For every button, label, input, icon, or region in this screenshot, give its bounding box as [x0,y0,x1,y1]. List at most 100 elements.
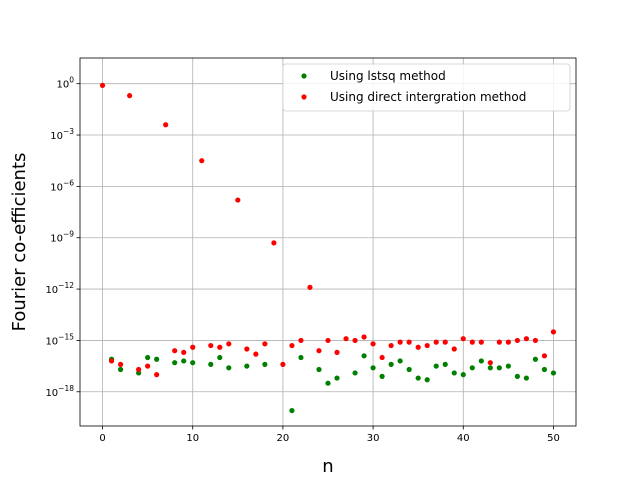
series-direct-integration [99,82,557,378]
data-point [469,365,475,371]
data-point [433,339,439,345]
y-tick-label: 100 [56,76,74,91]
legend: Using lstsq method Using direct intergrat… [282,63,571,112]
axis-ticks: 0 10 20 30 40 5010010−310−610−910−1210−1510−1… [45,76,559,444]
data-point [424,377,430,383]
y-tick-base: 10 [50,131,63,142]
y-axis-label: Fourier co-efficients [9,153,30,332]
y-tick-label: 10−3 [50,127,74,142]
data-point [541,366,548,373]
data-point [370,341,376,347]
data-point [352,337,358,344]
legend-entry: Using direct intergration method [330,90,526,104]
x-tick-label: 30 [367,433,380,444]
data-point [442,361,448,367]
data-point [190,344,196,350]
x-tick-label: 10 [186,433,199,444]
y-tick-exponent: −18 [58,384,74,393]
data-point [370,365,376,371]
y-tick-exponent: −12 [58,281,74,290]
series-lstsq [108,353,557,414]
data-point [226,341,232,347]
data-point [379,373,385,379]
data-point [442,339,448,345]
data-point [361,334,367,340]
data-point [316,348,322,354]
data-point [379,354,385,361]
x-tick-label: 40 [457,433,470,444]
data-point [127,93,133,99]
data-point [433,363,439,369]
data-point [217,344,223,350]
data-point [316,366,322,373]
data-point [514,337,520,344]
data-point [496,339,502,345]
data-point [136,366,142,373]
data-point [505,363,511,369]
data-point [352,370,358,376]
data-point [361,353,367,359]
data-point [208,361,214,367]
data-point [325,380,331,386]
data-point [208,342,214,349]
x-tick-label: 0 [99,433,105,444]
y-tick-label: 10−18 [45,384,74,399]
data-point [325,337,331,344]
y-tick-base: 10 [45,388,58,399]
data-point [523,375,530,381]
y-tick-base: 10 [50,182,63,193]
data-point [280,361,286,367]
data-point [145,354,151,361]
data-point [117,361,124,367]
data-point [253,351,259,357]
y-tick-base: 10 [45,336,58,347]
data-point [235,197,241,203]
y-tick-label: 10−12 [45,281,74,296]
x-tick-label: 20 [277,433,290,444]
y-tick-label: 10−15 [45,332,74,347]
data-point [415,375,421,381]
data-point [514,373,520,379]
y-tick-base: 10 [56,80,69,91]
data-point [496,365,502,371]
legend-box [282,63,571,112]
data-point [469,339,475,345]
y-tick-exponent: 0 [69,76,74,85]
data-point [244,346,250,352]
data-point [190,360,196,366]
data-point [172,360,178,366]
data-point [289,407,295,414]
data-point [262,341,268,347]
data-point [388,361,394,367]
y-tick-exponent: −15 [58,332,74,341]
y-tick-exponent: −9 [63,230,74,239]
data-point [487,360,493,366]
x-axis-label: n [322,456,333,477]
data-point [487,365,493,371]
data-point [181,349,187,355]
data-point [145,363,151,369]
data-point [289,342,295,349]
data-point [406,366,412,373]
legend-entry: Using lstsq method [330,69,446,83]
data-point [307,284,313,290]
data-point [478,339,484,345]
data-point [541,353,548,359]
data-point [99,82,106,88]
y-tick-exponent: −3 [63,127,74,136]
data-points [99,82,557,414]
data-point [478,358,484,364]
data-point [460,336,466,342]
data-point [424,342,430,349]
grid-lines [80,58,576,426]
data-point [217,354,223,361]
data-point [397,358,403,364]
y-tick-exponent: −6 [63,178,74,187]
data-point [298,354,304,361]
data-point [262,361,268,367]
data-point [154,356,160,362]
data-point [271,240,277,246]
data-point [154,372,160,378]
data-point [415,344,421,350]
data-point [226,365,232,371]
